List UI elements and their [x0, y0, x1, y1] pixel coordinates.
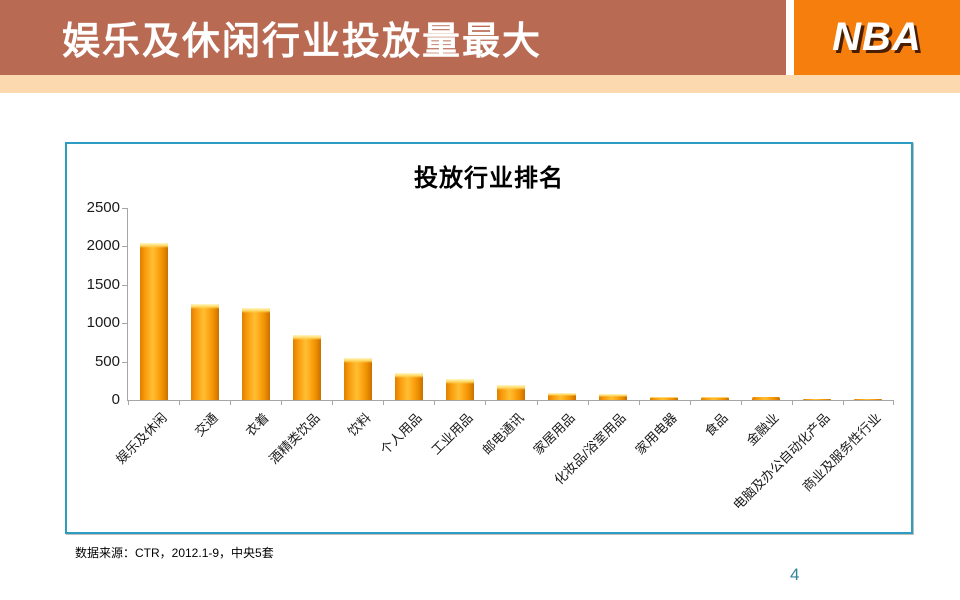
- x-axis-tick-mark: [842, 400, 844, 405]
- bar: [650, 396, 679, 400]
- x-axis-tick-mark: [893, 400, 894, 405]
- chart-title: 投放行业排名: [414, 165, 564, 192]
- bar-highlight: [445, 379, 474, 385]
- y-axis-tick-label: 2500: [86, 199, 120, 216]
- nba-logo-text: NBA: [832, 15, 922, 59]
- bar: [599, 393, 628, 400]
- x-axis-tick-mark: [128, 400, 129, 405]
- bar-highlight: [548, 392, 577, 396]
- x-axis-tick-mark: [638, 400, 640, 405]
- y-axis-tick-label: 500: [94, 352, 120, 370]
- x-axis-tick-mark: [434, 400, 436, 405]
- x-axis-tick-mark: [740, 400, 742, 405]
- source-note: 数据来源：CTR，2012.1-9，中央5套: [75, 546, 274, 560]
- x-axis-tick-mark: [383, 400, 385, 405]
- y-axis-tick-mark: [122, 284, 128, 286]
- bar: [752, 397, 781, 400]
- bar: [292, 335, 321, 400]
- y-axis-tick-label: 0: [111, 391, 120, 408]
- bar: [394, 373, 423, 400]
- x-axis-tick-mark: [791, 400, 793, 405]
- bar: [445, 379, 474, 400]
- bar: [190, 304, 219, 400]
- y-axis-tick-label: 2000: [86, 237, 120, 255]
- page-number: 4: [790, 565, 800, 584]
- slide-header: 娱乐及休闲行业投放量最大: [0, 0, 786, 75]
- bar-highlight: [343, 358, 372, 364]
- x-axis-tick-mark: [536, 400, 538, 405]
- y-axis-tick-label: 1000: [86, 314, 120, 332]
- x-axis-tick-mark: [689, 400, 691, 405]
- bar: [803, 399, 832, 400]
- bar-highlight: [139, 243, 168, 249]
- bar-highlight: [701, 396, 730, 399]
- bar: [241, 307, 270, 400]
- bar-highlight: [394, 373, 423, 379]
- bar-highlight: [497, 384, 525, 390]
- bar-highlight: [292, 335, 321, 341]
- bar-highlight: [599, 393, 628, 397]
- x-axis-tick-mark: [230, 400, 232, 405]
- x-axis-tick-mark: [485, 400, 487, 405]
- x-axis-tick-mark: [179, 400, 181, 405]
- y-axis-tick-label: 1500: [86, 275, 120, 293]
- x-axis-tick-mark: [332, 400, 334, 405]
- nba-logo: NBA: [794, 0, 960, 75]
- bar: [139, 243, 168, 400]
- bar: [854, 399, 883, 400]
- accent-strip: [0, 75, 960, 93]
- bar-highlight: [190, 304, 219, 309]
- bar: [497, 384, 525, 400]
- x-axis-tick-mark: [281, 400, 283, 405]
- bar: [701, 396, 730, 400]
- y-axis-tick-mark: [122, 323, 128, 325]
- y-axis-tick-mark: [122, 208, 128, 209]
- bar: [343, 358, 372, 400]
- slide-title: 娱乐及休闲行业投放量最大: [62, 21, 543, 63]
- bar-highlight: [650, 396, 679, 399]
- chart-panel: 投放行业排名 0 500 1000 1500 2000 2500 娱乐及休闲 交通 衣着 酒精类饮…: [65, 142, 913, 534]
- plot-area: 0 500 1000 1500 2000 2500 娱乐及休闲 交通 衣着 酒精类饮品 饮料 个人用品…: [87, 199, 894, 513]
- bar-highlight: [241, 307, 270, 313]
- bar: [548, 392, 577, 400]
- y-axis-tick-mark: [122, 246, 128, 248]
- x-axis-tick-mark: [587, 400, 589, 405]
- y-axis-tick-mark: [122, 361, 128, 363]
